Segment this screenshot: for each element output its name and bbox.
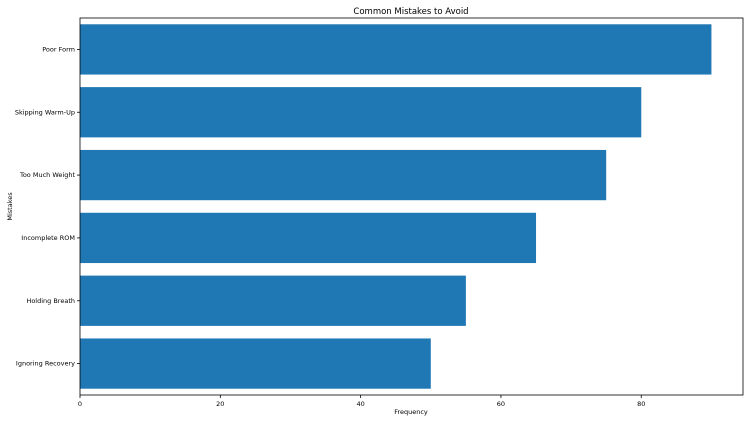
bar-incomplete-rom	[80, 212, 537, 264]
y-tick-label: Holding Breath	[26, 297, 75, 305]
x-tick-label: 20	[216, 400, 224, 408]
y-tick-label: Incomplete ROM	[21, 234, 75, 242]
x-axis-label: Frequency	[394, 408, 428, 416]
bar-poor-form	[80, 24, 712, 75]
x-tick-label: 0	[78, 400, 82, 408]
x-tick-label: 60	[497, 400, 505, 408]
chart-title: Common Mistakes to Avoid	[353, 7, 468, 17]
y-tick-label: Skipping Warm-Up	[15, 108, 75, 116]
x-tick-label: 40	[356, 400, 364, 408]
bars-group	[80, 24, 712, 389]
y-tick-label: Ignoring Recovery	[16, 360, 75, 368]
bar-ignoring-recovery	[80, 338, 431, 389]
y-tick-label: Too Much Weight	[19, 171, 75, 179]
y-tick-label: Poor Form	[42, 45, 75, 53]
bar-too-much-weight	[80, 149, 607, 201]
bar-holding-breath	[80, 275, 466, 326]
plot-frame	[79, 17, 744, 396]
x-axis: 0 20 40 60 80	[78, 395, 645, 408]
y-axis: Ignoring Recovery Holding Breath Incomplet…	[15, 45, 80, 368]
y-axis-label: Mistakes	[6, 192, 14, 221]
bar-skipping-warm-up	[80, 87, 642, 138]
x-tick-label: 80	[637, 400, 645, 408]
